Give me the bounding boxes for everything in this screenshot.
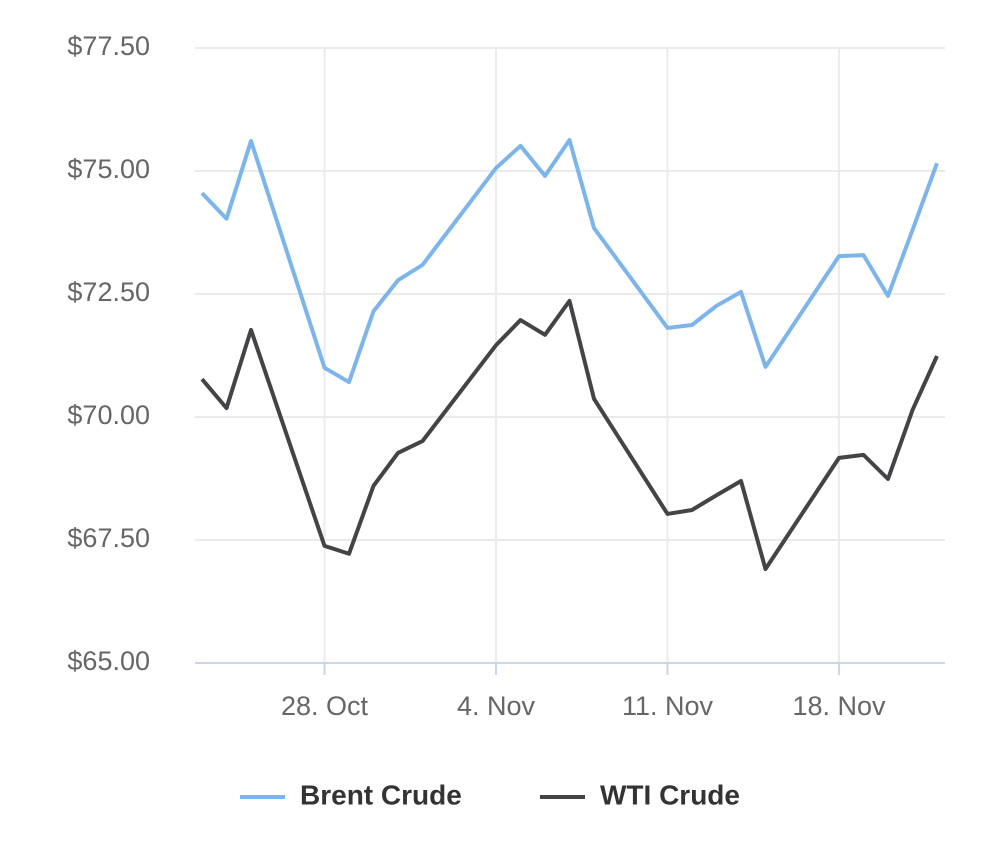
y-tick-label: $70.00: [67, 400, 150, 430]
x-tick-label: 4. Nov: [457, 691, 536, 721]
x-tick-label: 28. Oct: [281, 691, 369, 721]
y-tick-label: $77.50: [67, 31, 150, 61]
y-tick-label: $75.00: [67, 154, 150, 184]
x-tick-label: 18. Nov: [792, 691, 886, 721]
y-tick-label: $67.50: [67, 523, 150, 553]
series-line: [200, 298, 939, 572]
x-tick-label: 11. Nov: [622, 691, 714, 721]
legend-label: WTI Crude: [600, 779, 740, 810]
legend-label: Brent Crude: [300, 779, 462, 810]
y-tick-label: $72.50: [67, 277, 150, 307]
y-tick-label: $65.00: [67, 646, 150, 676]
series-line: [200, 138, 939, 385]
